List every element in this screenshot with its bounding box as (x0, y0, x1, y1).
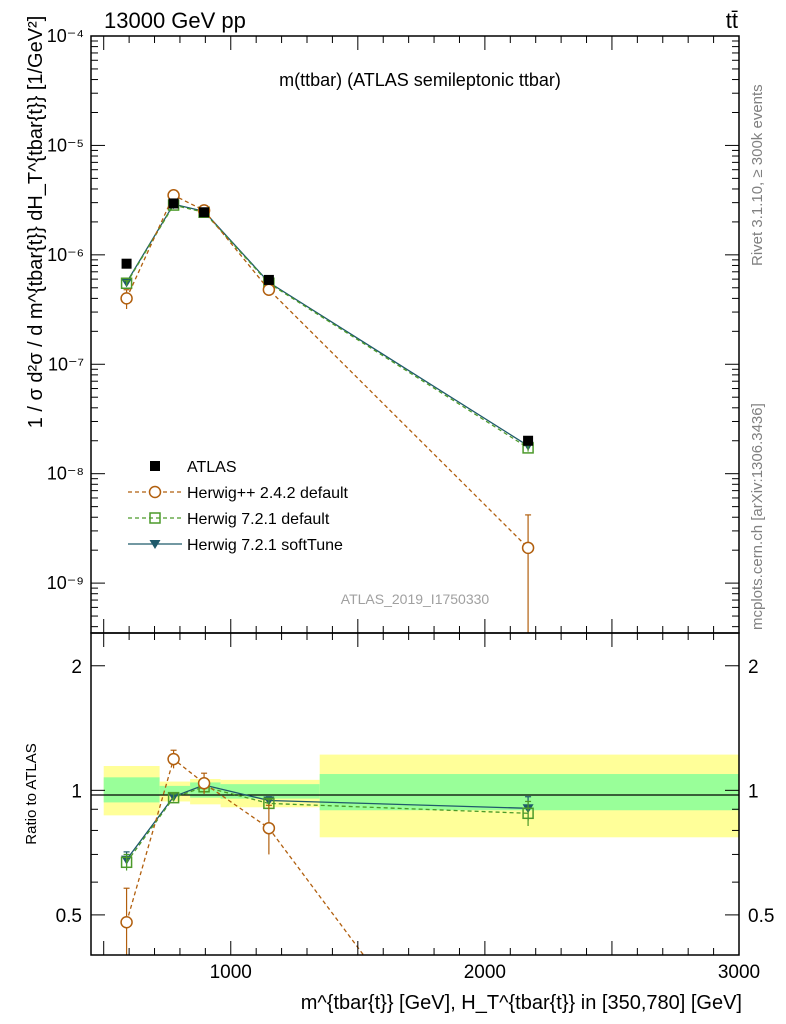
ratio-uncertainty-bands (103, 754, 739, 838)
ratio-y-tick-label-left: 1 (71, 781, 82, 802)
ratio-panel: 0.5 0.5 1 1 2 2 1000 2000 3000 Ratio to ATLAS m^… (23, 632, 774, 1014)
legend: ATLAS Herwig++ 2.4.2 default Herwig 7.2.1 … (128, 459, 349, 554)
x-axis-label: m^{tbar{t}} [GeV], H_T^{tbar{t}} in [350… (301, 992, 742, 1014)
ratio-axis-ticks: 0.5 0.5 1 1 2 2 1000 2000 3000 (56, 633, 774, 983)
main-line-herwig-7-2-1-default (126, 204, 529, 449)
ratio-y-axis-label: Ratio to ATLAS (23, 743, 40, 844)
main-data-layer (120, 189, 535, 633)
ratio-y-tick-label-right: 2 (748, 657, 759, 678)
main-line-herwig-7-2-1-softtune (126, 203, 529, 447)
ratio-point-herwig-2-4-2-default (197, 777, 211, 790)
main-point-atlas (199, 207, 210, 218)
ratio-y-tick-label-right: 0.5 (748, 906, 774, 927)
ratio-y-tick-label-right: 1 (748, 781, 759, 802)
ratio-point-herwig-7-2-1-default (120, 856, 133, 869)
main-point-herwig-2-4-2-default (262, 283, 276, 296)
process-symbol: tt̄ (726, 8, 738, 33)
main-y-tick-label: 10⁻⁸ (47, 464, 84, 484)
ratio-point-herwig-2-4-2-default (167, 752, 180, 766)
mcplots-label: mcplots.cern.ch [arXiv:1306.3436] (749, 403, 766, 630)
ratio-y-tick-label-left: 0.5 (56, 906, 82, 927)
ratio-y-tick-label-left: 2 (71, 657, 82, 678)
main-point-herwig-7-2-1-default (120, 277, 133, 290)
x-tick-label: 3000 (718, 962, 760, 983)
analysis-watermark: ATLAS_2019_I1750330 (341, 591, 490, 607)
legend-label-herwig-7-2-1-default: Herwig 7.2.1 default (187, 511, 330, 528)
rivet-label: Rivet 3.1.10, ≥ 300k events (749, 84, 766, 266)
legend-marker-herwig-7-2-1-default (149, 512, 161, 524)
ratio-inner-band (103, 777, 160, 803)
ratio-inner-band (190, 782, 221, 798)
main-panel: 10⁻⁹ 10⁻⁸ 10⁻⁷ 10⁻⁶ 10⁻⁵ 10⁻⁴ m(ttbar) (ATLAS… (25, 16, 740, 634)
x-tick-label: 1000 (210, 962, 252, 983)
main-point-atlas (168, 198, 179, 209)
ratio-point-herwig-7-2-1-default (167, 791, 180, 804)
process-label: 13000 GeV pp (104, 8, 246, 33)
main-y-tick-label: 10⁻⁹ (47, 573, 84, 593)
plot-title: m(ttbar) (ATLAS semileptonic ttbar) (279, 70, 561, 90)
ratio-point-herwig-2-4-2-default (120, 915, 133, 929)
ratio-point-herwig-2-4-2-default (262, 821, 276, 835)
main-point-atlas (523, 435, 534, 446)
legend-label-herwig-2-4-2-default: Herwig++ 2.4.2 default (187, 485, 349, 502)
main-y-tick-label: 10⁻⁶ (47, 245, 84, 265)
main-point-herwig-2-4-2-default (521, 541, 535, 555)
main-axis-ticks: 10⁻⁹ 10⁻⁸ 10⁻⁷ 10⁻⁶ 10⁻⁵ 10⁻⁴ (47, 26, 740, 633)
main-point-atlas (263, 274, 274, 285)
main-y-tick-label: 10⁻⁵ (47, 135, 84, 155)
legend-marker-herwig-7-2-1-softtune (149, 540, 161, 549)
legend-marker-herwig-2-4-2-default (148, 485, 162, 499)
legend-marker-atlas (150, 461, 160, 471)
main-y-tick-label: 10⁻⁷ (48, 354, 84, 374)
main-y-tick-label: 10⁻⁴ (47, 26, 84, 46)
ratio-line-herwig-2-4-2-default (125, 757, 365, 955)
ratio-data-layer (120, 749, 534, 955)
legend-label-atlas: ATLAS (187, 459, 237, 476)
ratio-frame (90, 632, 740, 956)
ratio-point-herwig-7-2-1-default (522, 807, 534, 820)
ratio-inner-band (159, 785, 191, 795)
main-point-herwig-2-4-2-default (120, 292, 133, 305)
main-point-atlas (121, 258, 132, 269)
main-y-axis-label: 1 / σ d²σ / d m^{tbar{t}} dH_T^{tbar{t}}… (25, 16, 47, 429)
legend-label-herwig-7-2-1-softtune: Herwig 7.2.1 softTune (187, 537, 343, 554)
x-tick-label: 2000 (464, 962, 506, 983)
